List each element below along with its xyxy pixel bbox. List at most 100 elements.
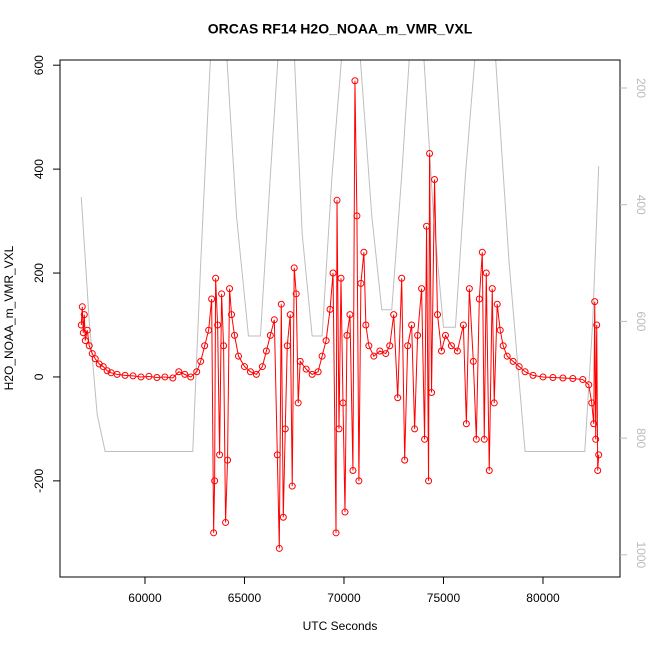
y-tick-label: 600: [32, 55, 46, 75]
data-point: [231, 331, 239, 339]
data-point: [431, 176, 439, 184]
x-tick-label: 80000: [526, 591, 560, 605]
data-point: [549, 373, 557, 381]
data-point: [80, 311, 88, 319]
plot-frame: [59, 59, 621, 578]
data-point: [81, 337, 89, 345]
data-point: [426, 150, 434, 158]
data-point: [421, 435, 429, 443]
data-point: [246, 368, 254, 376]
data-point: [212, 274, 220, 282]
x-tick-label: 60000: [128, 591, 162, 605]
y-tick-label: 0: [32, 373, 46, 380]
y-tick-label: -200: [32, 469, 46, 493]
x-axis-label: UTC Seconds: [303, 619, 378, 633]
data-point: [386, 342, 394, 350]
data-point: [503, 352, 511, 360]
data-point: [411, 425, 419, 433]
data-point: [376, 347, 384, 355]
data-point: [286, 311, 294, 319]
data-point: [362, 321, 370, 329]
data-point: [197, 357, 205, 365]
data-point: [482, 269, 490, 277]
data-point: [453, 347, 461, 355]
data-point: [252, 370, 260, 378]
data-point: [593, 321, 601, 329]
data-point: [339, 399, 347, 407]
data-point: [515, 363, 523, 371]
data-point: [294, 399, 302, 407]
data-point: [434, 311, 442, 319]
y2-tick-label: 200: [634, 78, 648, 98]
data-point: [337, 274, 345, 282]
data-point: [478, 248, 486, 256]
data-point: [279, 513, 287, 521]
data-point: [329, 269, 337, 277]
data-point: [275, 544, 283, 552]
data-point: [326, 305, 334, 313]
data-point: [222, 518, 230, 526]
y-axis-label: H2O_NOAA_m_VMR_VXL: [2, 245, 16, 390]
data-point: [595, 451, 603, 459]
data-point: [459, 321, 467, 329]
data-point: [423, 222, 431, 230]
data-point: [235, 352, 243, 360]
data-point: [193, 368, 201, 376]
data-point: [281, 425, 289, 433]
data-point: [121, 371, 129, 379]
data-point: [137, 373, 145, 381]
data-point: [360, 248, 368, 256]
data-point: [394, 394, 402, 402]
data-point: [290, 264, 298, 272]
data-point: [292, 290, 300, 298]
y2-tick-label: 600: [634, 311, 648, 331]
data-point: [85, 342, 93, 350]
data-point: [240, 363, 248, 371]
x-tick-label: 65000: [228, 591, 262, 605]
data-point: [382, 350, 390, 358]
data-point: [414, 331, 422, 339]
data-point: [216, 451, 224, 459]
data-point: [355, 477, 363, 485]
data-point: [398, 274, 406, 282]
data-point: [408, 321, 416, 329]
data-point: [353, 212, 361, 220]
data-point: [357, 279, 365, 287]
data-point: [390, 311, 398, 319]
data-point: [314, 368, 322, 376]
data-point: [588, 399, 596, 407]
data-point: [332, 529, 340, 537]
data-point: [99, 363, 107, 371]
data-point: [266, 331, 274, 339]
y-tick-label: 400: [32, 159, 46, 179]
data-point: [559, 374, 567, 382]
data-point: [425, 477, 433, 485]
data-point: [579, 376, 587, 384]
data-point: [441, 331, 449, 339]
data-point: [370, 352, 378, 360]
data-point: [351, 77, 359, 85]
data-point: [258, 363, 266, 371]
data-point: [113, 370, 121, 378]
y2-tick-label: 400: [634, 195, 648, 215]
data-point: [224, 456, 232, 464]
data-point: [341, 508, 349, 516]
data-point: [480, 435, 488, 443]
data-point: [78, 303, 86, 311]
data-point: [181, 370, 189, 378]
data-point: [462, 420, 470, 428]
data-point: [220, 342, 228, 350]
data-point: [428, 389, 436, 397]
data-point: [211, 477, 219, 485]
data-point: [273, 451, 281, 459]
data-point: [322, 337, 330, 345]
data-point: [208, 295, 216, 303]
data-point: [318, 352, 326, 360]
data-point: [447, 342, 455, 350]
data-point: [591, 298, 599, 306]
data-point: [472, 435, 480, 443]
data-point: [592, 435, 600, 443]
data-point: [499, 342, 507, 350]
chart-title: ORCAS RF14 H2O_NOAA_m_VMR_VXL: [208, 21, 473, 37]
